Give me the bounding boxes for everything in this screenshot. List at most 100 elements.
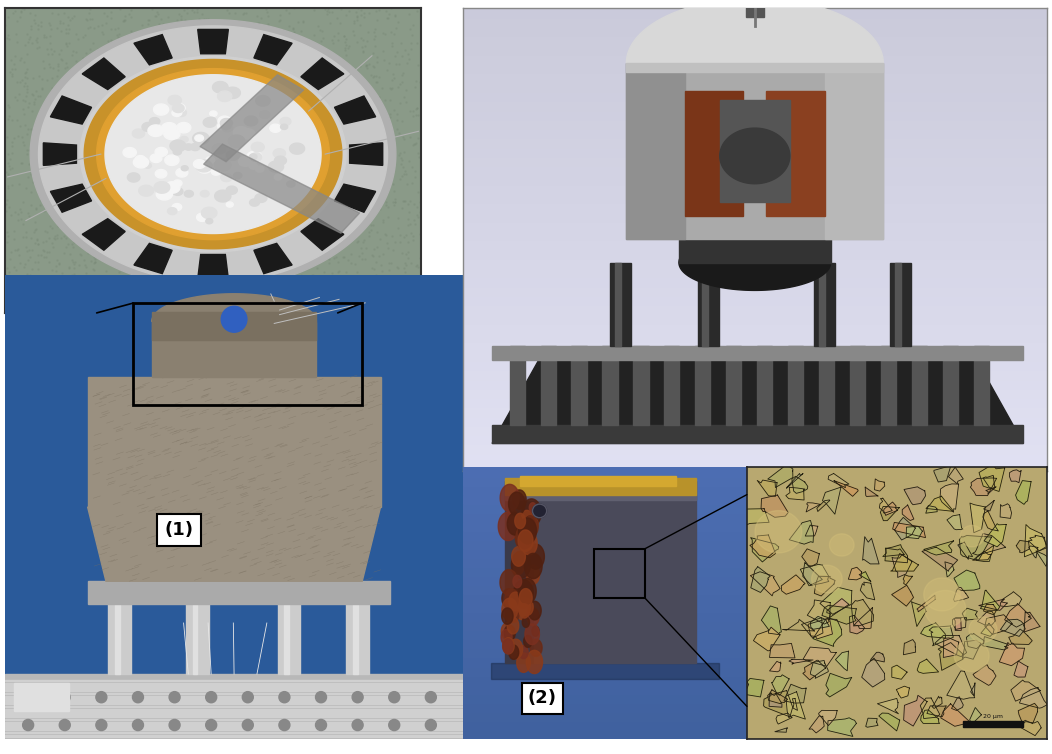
- Polygon shape: [1029, 535, 1046, 551]
- Point: [2, 253, 19, 265]
- Point: [160, 280, 177, 292]
- Polygon shape: [511, 551, 530, 578]
- Point: [409, 201, 426, 213]
- Point: [400, 295, 417, 307]
- Point: [385, 104, 402, 116]
- Point: [368, 302, 385, 314]
- Point: [250, 17, 267, 29]
- Point: [188, 3, 205, 15]
- Point: [367, 40, 384, 52]
- Point: [315, 305, 331, 317]
- Polygon shape: [335, 184, 376, 212]
- Point: [406, 302, 423, 314]
- Point: [79, 247, 96, 259]
- Point: [320, 253, 337, 265]
- Bar: [134, 303, 362, 405]
- Point: [104, 306, 121, 318]
- Polygon shape: [983, 511, 998, 531]
- Polygon shape: [239, 157, 251, 167]
- Circle shape: [221, 306, 247, 333]
- Polygon shape: [920, 710, 939, 723]
- Polygon shape: [521, 518, 531, 532]
- Point: [409, 209, 426, 221]
- Polygon shape: [743, 679, 764, 697]
- Polygon shape: [463, 351, 1047, 360]
- Point: [408, 297, 425, 309]
- Polygon shape: [249, 154, 257, 159]
- Point: [190, 13, 207, 25]
- Point: [342, 247, 359, 259]
- Point: [121, 8, 138, 20]
- Point: [0, 113, 17, 125]
- Point: [33, 274, 49, 287]
- Polygon shape: [904, 639, 915, 654]
- Point: [196, 13, 213, 25]
- Polygon shape: [530, 518, 538, 530]
- Point: [129, 277, 146, 289]
- Polygon shape: [920, 623, 946, 638]
- Point: [398, 248, 414, 260]
- Point: [3, 63, 20, 75]
- Polygon shape: [463, 397, 1047, 406]
- Point: [48, 23, 65, 35]
- Point: [385, 275, 402, 287]
- Point: [82, 13, 99, 25]
- Point: [34, 236, 50, 248]
- Polygon shape: [346, 590, 369, 674]
- Polygon shape: [502, 598, 518, 621]
- Point: [0, 32, 16, 44]
- Polygon shape: [463, 26, 1047, 35]
- Point: [348, 14, 365, 26]
- Point: [139, 305, 156, 317]
- Point: [246, 306, 263, 318]
- Point: [23, 87, 40, 100]
- Point: [352, 32, 369, 44]
- Point: [222, 288, 239, 300]
- Polygon shape: [463, 109, 1047, 119]
- Point: [397, 195, 413, 207]
- Polygon shape: [5, 712, 463, 714]
- Polygon shape: [176, 109, 186, 117]
- Point: [16, 72, 33, 84]
- Point: [144, 290, 161, 302]
- Polygon shape: [541, 346, 555, 360]
- Point: [399, 57, 416, 69]
- Point: [11, 250, 27, 262]
- Polygon shape: [463, 369, 1047, 379]
- Polygon shape: [626, 63, 884, 240]
- Polygon shape: [520, 604, 529, 618]
- Point: [1, 66, 18, 78]
- Point: [20, 102, 37, 114]
- Polygon shape: [835, 651, 849, 671]
- Point: [402, 299, 419, 311]
- Polygon shape: [943, 360, 958, 425]
- Polygon shape: [221, 173, 231, 182]
- Point: [41, 231, 58, 244]
- Point: [384, 196, 401, 208]
- Point: [349, 234, 366, 247]
- Point: [54, 54, 70, 66]
- Point: [365, 26, 382, 38]
- Point: [375, 45, 391, 57]
- Polygon shape: [463, 567, 747, 576]
- Point: [25, 300, 42, 312]
- Point: [3, 179, 20, 191]
- Point: [0, 99, 17, 111]
- Polygon shape: [463, 174, 1047, 184]
- Point: [173, 10, 189, 22]
- Point: [402, 131, 419, 143]
- Point: [13, 6, 29, 18]
- Polygon shape: [505, 589, 519, 608]
- Point: [0, 230, 17, 242]
- Polygon shape: [912, 346, 927, 360]
- Point: [44, 241, 61, 253]
- Point: [397, 284, 413, 296]
- Point: [67, 27, 84, 39]
- Polygon shape: [254, 244, 292, 274]
- Polygon shape: [972, 534, 1006, 555]
- Point: [328, 280, 345, 292]
- Polygon shape: [980, 624, 994, 636]
- Polygon shape: [1036, 551, 1048, 566]
- Polygon shape: [463, 193, 1047, 202]
- Point: [403, 227, 420, 239]
